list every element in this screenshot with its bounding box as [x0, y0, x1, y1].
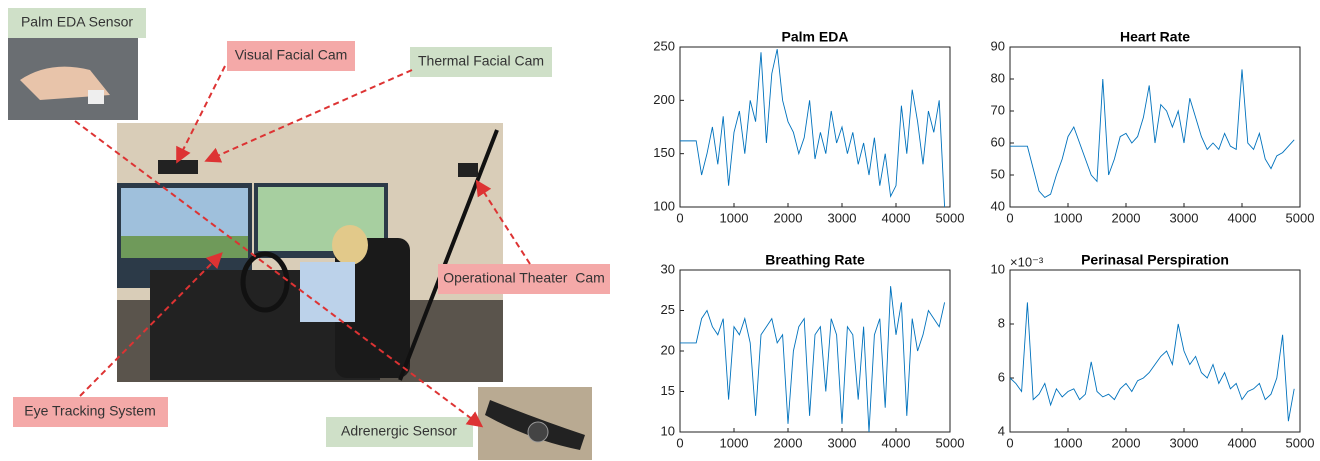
chart-title: Perinasal Perspiration: [1081, 252, 1229, 268]
label: Thermal Facial Cam: [418, 53, 544, 69]
y-tick-label: 40: [991, 198, 1005, 213]
x-tick-label: 4000: [882, 435, 911, 450]
figure: Palm EDA Sensor Visual Facial Cam Therma…: [0, 0, 1320, 461]
x-tick-label: 2000: [1112, 210, 1141, 225]
y-tick-label: 90: [991, 38, 1005, 53]
y-tick-label: 80: [991, 70, 1005, 85]
chart-title: Heart Rate: [1120, 29, 1190, 45]
y-tick-label: 8: [998, 315, 1005, 330]
y-tick-label: 50: [991, 166, 1005, 181]
x-tick-label: 0: [1006, 210, 1013, 225]
x-tick-label: 1000: [720, 210, 749, 225]
eda-sensor: [88, 90, 104, 104]
x-tick-label: 3000: [828, 210, 857, 225]
y-tick-label: 4: [998, 423, 1005, 438]
adrenergic-device: [528, 422, 548, 442]
camera: [158, 160, 198, 174]
plot-area: [1010, 270, 1300, 432]
x-tick-label: 1000: [1054, 210, 1083, 225]
x-tick-label: 5000: [936, 435, 965, 450]
x-tick-label: 5000: [1286, 435, 1315, 450]
y-tick-label: 200: [653, 92, 675, 107]
y-tick-label: 25: [661, 302, 675, 317]
plot-area: [680, 270, 950, 432]
x-tick-label: 5000: [1286, 210, 1315, 225]
x-tick-label: 0: [676, 210, 683, 225]
label: Operational Theater Cam: [443, 270, 605, 286]
camera: [458, 163, 478, 177]
y-tick-label: 15: [661, 383, 675, 398]
x-tick-label: 4000: [1228, 210, 1257, 225]
x-tick-label: 2000: [774, 435, 803, 450]
x-tick-label: 0: [1006, 435, 1013, 450]
label: Adrenergic Sensor: [341, 423, 457, 439]
x-tick-label: 1000: [1054, 435, 1083, 450]
x-tick-label: 0: [676, 435, 683, 450]
x-tick-label: 2000: [774, 210, 803, 225]
y-tick-label: 70: [991, 102, 1005, 117]
driver-body: [300, 262, 355, 322]
y-tick-label: 100: [653, 198, 675, 213]
y-tick-label: 60: [991, 134, 1005, 149]
x-tick-label: 5000: [936, 210, 965, 225]
label: Visual Facial Cam: [235, 47, 348, 63]
label: Eye Tracking System: [24, 403, 156, 419]
x-tick-label: 4000: [1228, 435, 1257, 450]
y-tick-label: 30: [661, 261, 675, 276]
y-multiplier: ×10⁻³: [1010, 254, 1044, 269]
x-tick-label: 4000: [882, 210, 911, 225]
driver-head: [332, 225, 368, 265]
chart-title: Palm EDA: [782, 29, 849, 45]
x-tick-label: 1000: [720, 435, 749, 450]
chart-title: Breathing Rate: [765, 252, 865, 268]
y-tick-label: 10: [991, 261, 1005, 276]
screen-ground: [121, 236, 248, 258]
x-tick-label: 3000: [1170, 210, 1199, 225]
x-tick-label: 3000: [1170, 435, 1199, 450]
y-tick-label: 150: [653, 145, 675, 160]
y-tick-label: 250: [653, 38, 675, 53]
y-tick-label: 10: [661, 423, 675, 438]
x-tick-label: 3000: [828, 435, 857, 450]
photo-panel: Palm EDA Sensor Visual Facial Cam Therma…: [8, 8, 610, 460]
y-tick-label: 6: [998, 369, 1005, 384]
label: Palm EDA Sensor: [21, 14, 133, 30]
plot-area: [1010, 47, 1300, 207]
y-tick-label: 20: [661, 342, 675, 357]
x-tick-label: 2000: [1112, 435, 1141, 450]
